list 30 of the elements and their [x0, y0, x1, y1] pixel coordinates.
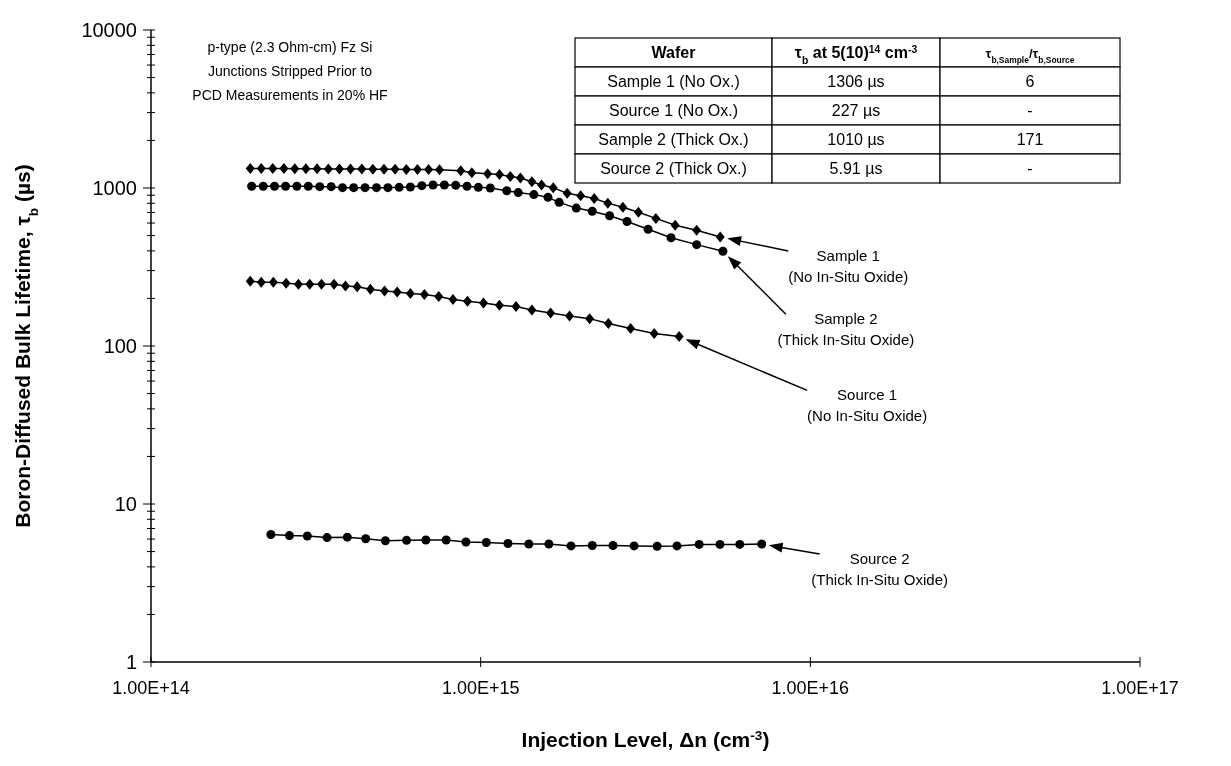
- annotation: Sample 1 (No Ox.): [607, 73, 740, 90]
- annotation: 227 µs: [831, 102, 881, 119]
- annotation: -: [1027, 102, 1033, 119]
- annotation: Source 2 (Thick Ox.): [600, 160, 747, 177]
- annotation: 5.91 µs: [829, 160, 883, 177]
- annotation: τ$_{b,Sample}$/τ$_{b,Source}$: [985, 46, 1075, 65]
- annotation: τ$_{b}$ at 5(10)$^{14}$ cm$^{-3}$: [794, 43, 918, 66]
- annotation: Source 1 (No Ox.): [609, 102, 738, 119]
- annotation: 6: [1025, 73, 1035, 90]
- x-tick-label: 1.00E+16: [771, 678, 850, 698]
- text: Sample 2 (Thick In-Situ Oxide): [777, 310, 915, 349]
- y-tick-label: 10: [114, 493, 137, 515]
- legend-label: Sample 1 (No In-Situ Oxide): [788, 246, 909, 285]
- annotation: 1010 µs: [827, 131, 885, 148]
- legend-label: Source 2 (Thick In-Situ Oxide): [811, 550, 949, 589]
- text: Source 1 (No In-Situ Oxide): [807, 386, 928, 425]
- x-axis-title: Injection Level, Δn (cm$^{-3}$): [521, 727, 770, 751]
- annotation: p-type (2.3 Ohm-cm) Fz Si Junctions Stripped Prior to PCD Measurements in 20% HF: [192, 39, 388, 103]
- y-tick-label: 10000: [81, 19, 137, 41]
- x-tick-label: 1.00E+17: [1101, 678, 1179, 698]
- annotation: Sample 2 (Thick Ox.): [598, 131, 749, 148]
- x-tick-label: 1.00E+15: [441, 678, 520, 698]
- y-tick-label: 1: [125, 651, 137, 673]
- x-tick-label: 1.00E+14: [112, 678, 190, 698]
- y-tick-label: 1000: [92, 177, 137, 199]
- annotation: Wafer: [651, 44, 696, 61]
- annotation: 171: [1016, 131, 1044, 148]
- y-tick-label: 100: [103, 335, 137, 357]
- annotation: 1306 µs: [827, 73, 885, 90]
- annotation: -: [1027, 160, 1033, 177]
